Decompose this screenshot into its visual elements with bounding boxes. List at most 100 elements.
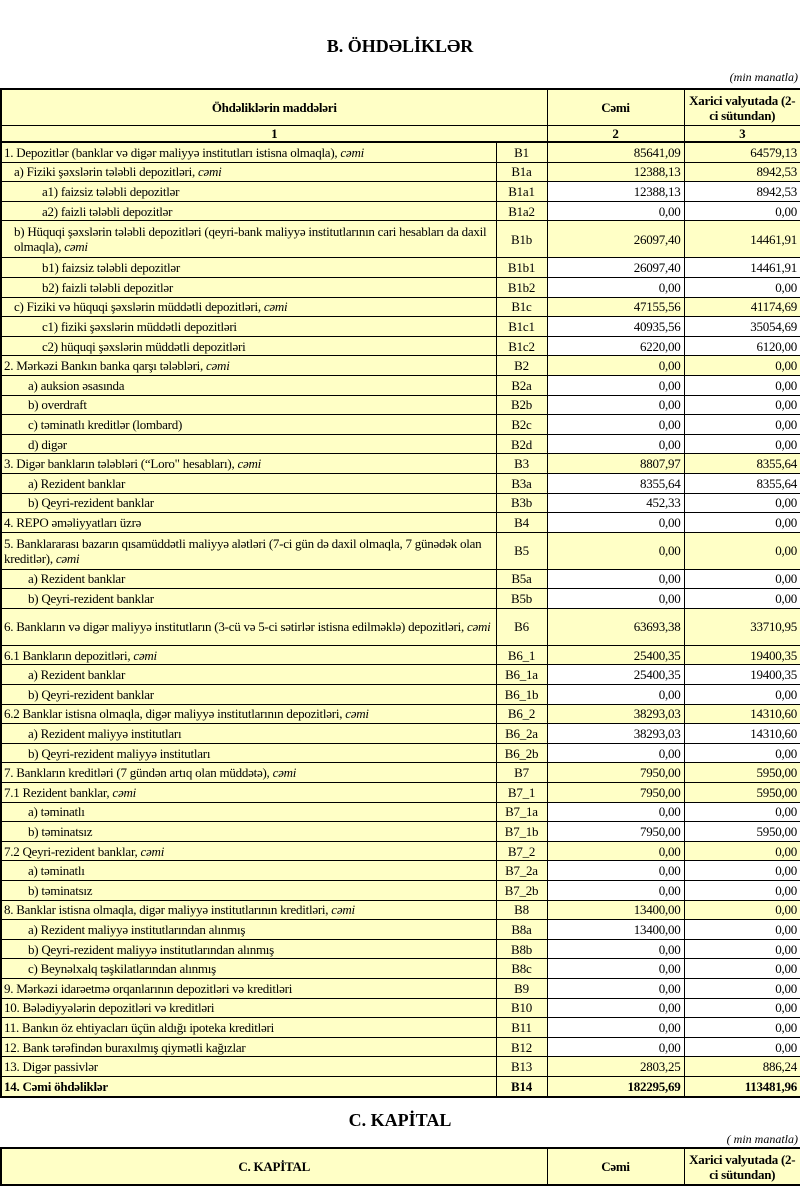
row-label-text: 6. Bankların və digər maliyyə institutla… bbox=[4, 619, 467, 635]
row-total: 38293,03 bbox=[546, 703, 685, 725]
row-foreign: 0,00 bbox=[683, 394, 800, 416]
row-code: B3a bbox=[495, 472, 548, 494]
table-row: 7.1 Rezident banklar, cəmi B7_1 7950,00 595… bbox=[0, 782, 800, 803]
row-label-text: a1) faizsiz tələbli depozitlər bbox=[42, 183, 180, 199]
row-label: a) təminatlı bbox=[0, 860, 497, 881]
row-foreign: 0,00 bbox=[683, 840, 800, 862]
column-number-2: 2 bbox=[546, 125, 685, 143]
table-row: 12. Bank tərəfindən buraxılmış qiymətli … bbox=[0, 1036, 800, 1058]
row-label-text: 1. Depozitlər (banklar və digər maliyyə … bbox=[4, 144, 341, 160]
row-label-suffix: cəmi bbox=[64, 239, 88, 255]
row-label-text: b2) faizli tələbli depozitlər bbox=[42, 279, 173, 295]
row-label-text: b) Qeyri-rezident maliyyə institutlarınd… bbox=[28, 941, 274, 957]
row-code: B5 bbox=[495, 531, 548, 570]
row-label-suffix: cəmi bbox=[340, 144, 364, 160]
table-row: 11. Bankın öz ehtiyacları üçün aldığı ip… bbox=[0, 1017, 800, 1038]
row-foreign: 0,00 bbox=[683, 492, 800, 514]
table-row: 13. Digər passivlər B13 2803,25 886,24 bbox=[0, 1056, 800, 1077]
row-foreign: 41174,69 bbox=[683, 296, 800, 318]
row-foreign: 0,00 bbox=[683, 997, 800, 1019]
row-label: b) təminatsız bbox=[0, 821, 497, 842]
row-label: c) Fiziki və hüquqi şəxslərin müddətli d… bbox=[0, 296, 497, 318]
row-label: b) Hüquqi şəxslərin tələbli depozitləri … bbox=[0, 220, 497, 259]
row-total: 8807,97 bbox=[546, 453, 685, 474]
row-total: 26097,40 bbox=[546, 257, 685, 278]
row-label: a) Rezident maliyyə institutlarından alı… bbox=[0, 919, 497, 940]
row-foreign: 14461,91 bbox=[683, 220, 800, 259]
row-code: B1c2 bbox=[495, 335, 548, 357]
row-label: a2) faizli tələbli depozitlər bbox=[0, 200, 497, 222]
row-label-text: b) təminatsız bbox=[28, 882, 93, 898]
row-label-text: a) Rezident maliyyə institutları bbox=[28, 726, 182, 742]
table-header-row: Öhdəliklərin maddələri Cəmi Xarici valyu… bbox=[0, 88, 800, 126]
table-row: b) Qeyri-rezident maliyyə institutlarınd… bbox=[0, 938, 800, 960]
row-label-text: b) Hüquqi şəxslərin tələbli depozitləri … bbox=[14, 224, 487, 255]
header-items: Öhdəliklərin maddələri bbox=[0, 88, 548, 126]
row-foreign: 113481,96 bbox=[683, 1075, 800, 1098]
row-label-suffix: cəmi bbox=[466, 619, 491, 635]
row-label-suffix: cəmi bbox=[345, 706, 369, 722]
row-label: 9. Mərkəzi idarəetmə orqanlarının depozi… bbox=[0, 977, 497, 999]
row-foreign: 0,00 bbox=[683, 374, 800, 396]
row-label-text: 3. Digər bankların tələbləri (“Loro" hes… bbox=[4, 456, 238, 472]
row-foreign: 0,00 bbox=[683, 880, 800, 901]
row-label-suffix: cəmi bbox=[55, 550, 80, 566]
table-row: 5. Banklararası bazarın qısamüddətli mal… bbox=[0, 531, 800, 570]
row-total: 0,00 bbox=[546, 840, 685, 862]
row-code: B5a bbox=[495, 568, 548, 590]
table-row: a) auksion əsasında B2a 0,00 0,00 bbox=[0, 374, 800, 396]
row-code: B8b bbox=[495, 938, 548, 960]
row-foreign: 5950,00 bbox=[683, 782, 800, 803]
row-foreign: 0,00 bbox=[683, 860, 800, 881]
row-label-text: c) Fiziki və hüquqi şəxslərin müddətli d… bbox=[14, 299, 264, 315]
row-code: B14 bbox=[495, 1075, 548, 1098]
row-foreign: 33710,95 bbox=[683, 607, 800, 646]
row-total: 0,00 bbox=[546, 568, 685, 590]
table-row: b) Qeyri-rezident banklar B6_1b 0,00 0,00 bbox=[0, 684, 800, 705]
row-total: 47155,56 bbox=[546, 296, 685, 318]
row-label: a) Rezident banklar bbox=[0, 664, 497, 686]
row-foreign: 14310,60 bbox=[683, 723, 800, 744]
row-foreign: 0,00 bbox=[683, 568, 800, 590]
row-label-text: b) Qeyri-rezident banklar bbox=[28, 686, 154, 702]
row-foreign: 14310,60 bbox=[683, 703, 800, 725]
row-foreign: 6120,00 bbox=[683, 335, 800, 357]
row-label-text: b1) faizsiz tələbli depozitlər bbox=[42, 260, 180, 276]
table-row: 9. Mərkəzi idarəetmə orqanlarının depozi… bbox=[0, 977, 800, 999]
row-total: 63693,38 bbox=[546, 607, 685, 646]
section-c-unit: ( min manatla) bbox=[726, 1132, 798, 1146]
row-label: 8. Banklar istisna olmaqla, digər maliyy… bbox=[0, 899, 497, 921]
table-row: 7.2 Qeyri-rezident banklar, cəmi B7_2 0,00… bbox=[0, 840, 800, 862]
row-total: 0,00 bbox=[546, 531, 685, 570]
row-code: B1b bbox=[495, 220, 548, 259]
row-code: B8a bbox=[495, 919, 548, 940]
row-code: B1a bbox=[495, 161, 548, 183]
row-label-suffix: cəmi bbox=[263, 299, 288, 315]
row-label-text: 7.2 Qeyri-rezident banklar, bbox=[4, 843, 141, 859]
row-total: 0,00 bbox=[546, 512, 685, 533]
row-code: B2c bbox=[495, 414, 548, 435]
row-label: a) Rezident banklar bbox=[0, 472, 497, 494]
row-total: 0,00 bbox=[546, 1017, 685, 1038]
row-foreign: 8355,64 bbox=[683, 472, 800, 494]
row-label: b) təminatsız bbox=[0, 880, 497, 901]
row-foreign: 0,00 bbox=[683, 938, 800, 960]
row-label: c2) hüquqi şəxslərin müddətli depozitlər… bbox=[0, 335, 497, 357]
row-code: B2 bbox=[495, 355, 548, 376]
row-label-suffix: cəmi bbox=[112, 784, 136, 800]
row-total: 0,00 bbox=[546, 860, 685, 881]
row-code: B7_1a bbox=[495, 801, 548, 823]
row-label: c) təminatlı kreditlər (lombard) bbox=[0, 414, 497, 435]
row-label-suffix: cəmi bbox=[206, 358, 230, 374]
row-label: d) digər bbox=[0, 433, 497, 455]
row-total: 0,00 bbox=[546, 742, 685, 764]
row-foreign: 0,00 bbox=[683, 414, 800, 435]
table-row: 8. Banklar istisna olmaqla, digər maliyy… bbox=[0, 899, 800, 921]
row-foreign: 19400,35 bbox=[683, 644, 800, 666]
table-row: b) Qeyri-rezident banklar B5b 0,00 0,00 bbox=[0, 588, 800, 609]
row-total: 2803,25 bbox=[546, 1056, 685, 1077]
row-label: a) Fiziki şəxslərin tələbli depozitləri,… bbox=[0, 161, 497, 183]
table-row: b) Qeyri-rezident banklar B3b 452,33 0,00 bbox=[0, 492, 800, 514]
row-total: 0,00 bbox=[546, 997, 685, 1019]
row-total: 0,00 bbox=[546, 958, 685, 979]
